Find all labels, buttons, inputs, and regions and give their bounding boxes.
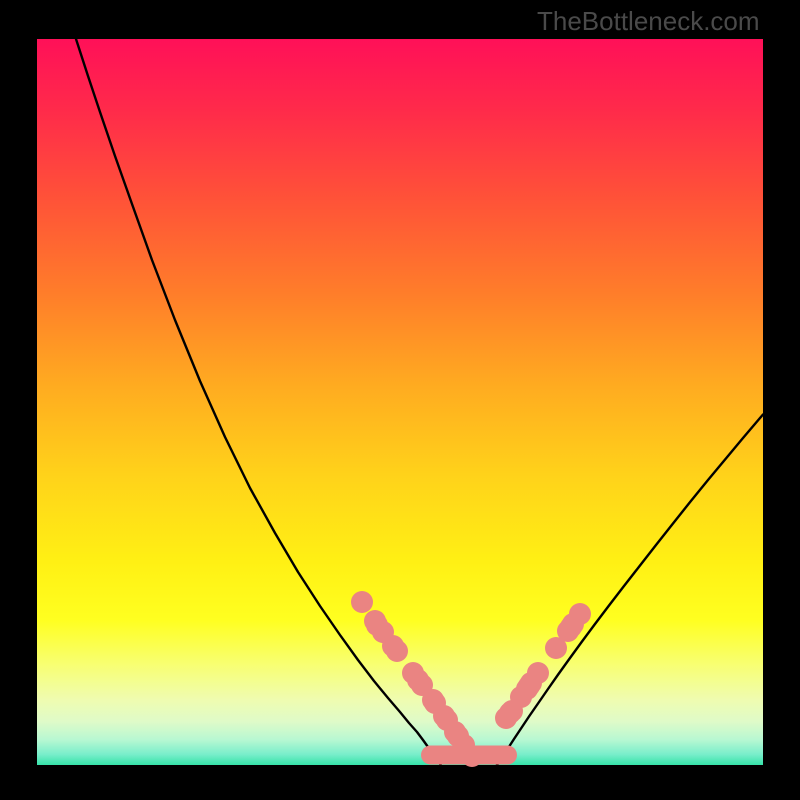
bottleneck-curve	[76, 39, 763, 765]
bottleneck-chart-overlay	[0, 0, 800, 800]
watermark-text: TheBottleneck.com	[537, 6, 760, 37]
